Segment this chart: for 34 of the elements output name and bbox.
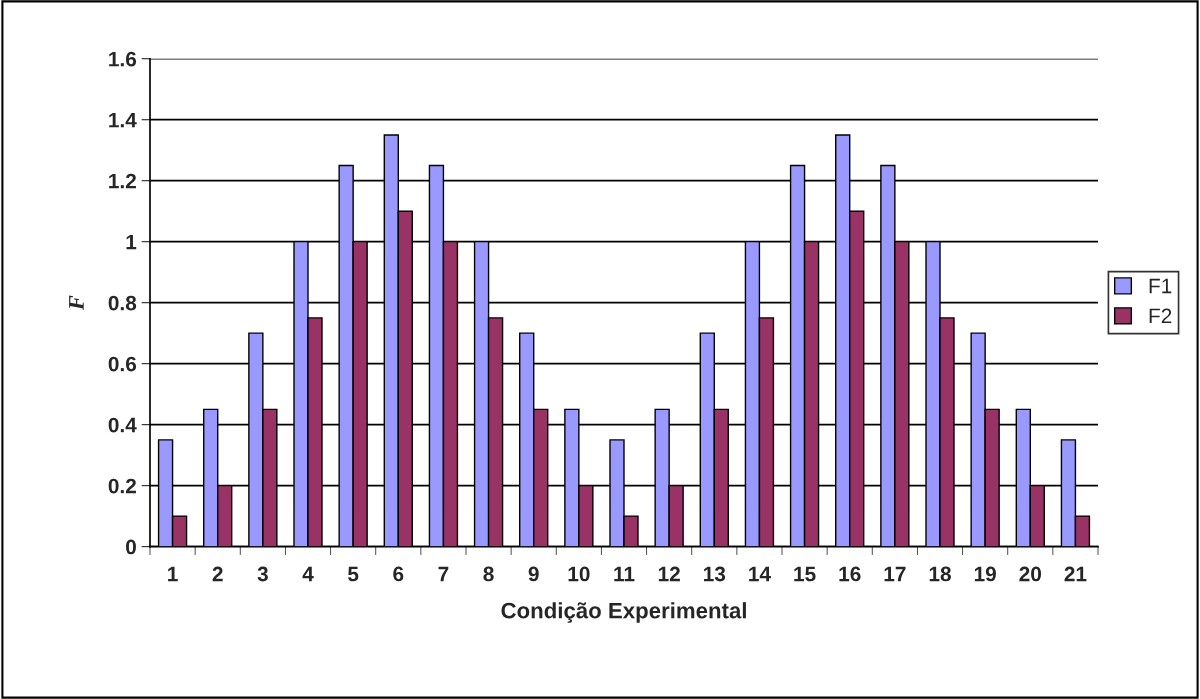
y-tick-label: 0.2 [108, 478, 136, 494]
legend-label: F2 [1149, 308, 1172, 324]
x-tick-label: 6 [393, 566, 404, 582]
x-tick-label: 1 [168, 566, 178, 582]
x-tick-label: 15 [794, 566, 816, 582]
x-tick-label: 17 [884, 566, 906, 582]
x-tick-label: 13 [704, 566, 726, 582]
x-tick-label: 7 [438, 566, 449, 582]
x-tick-label: 3 [257, 566, 268, 582]
y-tick-label: 1 [126, 234, 137, 250]
y-tick-label: 1.4 [109, 112, 137, 128]
x-tick-label: 9 [528, 566, 539, 582]
y-axis-title: F [69, 295, 84, 311]
y-tick-label: 0.8 [108, 295, 137, 311]
x-tick-label: 21 [1064, 566, 1087, 582]
x-tick-label: 4 [302, 566, 314, 582]
x-tick-label: 20 [1019, 566, 1042, 582]
x-tick-label: 2 [212, 566, 223, 582]
x-tick-label: 18 [929, 566, 951, 582]
y-tick-label: 0.6 [108, 356, 137, 372]
y-tick-label: 1.2 [109, 173, 136, 189]
x-tick-label: 14 [749, 566, 771, 582]
y-tick-label: 0.4 [108, 417, 137, 433]
x-tick-label: 8 [483, 566, 494, 582]
x-axis-title: Condição Experimental [501, 602, 746, 623]
legend-label: F1 [1149, 278, 1172, 294]
x-tick-label: 10 [568, 566, 590, 582]
y-tick-label: 0 [126, 539, 136, 555]
y-tick-label: 1.6 [109, 51, 137, 67]
x-tick-label: 11 [614, 566, 635, 582]
x-tick-label: 19 [974, 566, 996, 582]
x-tick-label: 16 [839, 566, 861, 582]
x-tick-label: 5 [347, 566, 359, 582]
x-tick-label: 12 [658, 566, 680, 582]
